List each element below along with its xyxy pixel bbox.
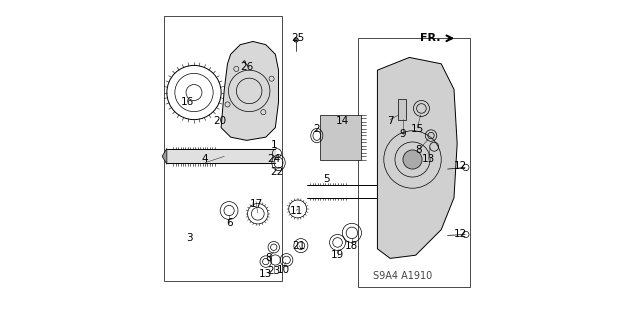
Text: 8: 8 [415,145,422,155]
Text: S9A4 A1910: S9A4 A1910 [373,271,433,281]
Bar [398,99,406,120]
Text: 6: 6 [226,218,232,228]
Polygon shape [162,148,167,164]
Text: 26: 26 [240,62,253,72]
Text: 12: 12 [454,161,467,171]
Text: 22: 22 [270,167,284,177]
Text: 4: 4 [202,154,209,165]
Polygon shape [320,115,362,160]
Text: 14: 14 [336,116,349,126]
Text: 25: 25 [291,33,304,43]
Text: 19: 19 [331,250,344,260]
Text: 12: 12 [454,229,467,240]
Text: FR.: FR. [420,33,440,43]
Text: 11: 11 [289,205,303,216]
Text: 20: 20 [213,116,226,126]
Circle shape [403,150,422,169]
Text: 18: 18 [345,241,358,251]
Text: 3: 3 [186,233,193,243]
Text: 15: 15 [411,124,424,134]
Text: 13: 13 [422,154,435,165]
Text: 1: 1 [271,140,277,150]
Circle shape [294,38,298,42]
Text: 16: 16 [181,97,195,107]
Text: 13: 13 [259,269,273,279]
Polygon shape [243,61,246,63]
Text: 17: 17 [250,199,263,209]
Text: 5: 5 [323,174,330,184]
Polygon shape [221,41,278,140]
Polygon shape [378,57,457,258]
Text: 10: 10 [276,264,290,275]
Text: 21: 21 [292,241,306,251]
Text: 24: 24 [267,154,280,165]
Text: 9: 9 [399,129,406,139]
Text: 7: 7 [387,116,394,126]
Text: 8: 8 [266,253,272,263]
Text: 2: 2 [314,124,320,134]
Text: 23: 23 [267,266,280,276]
